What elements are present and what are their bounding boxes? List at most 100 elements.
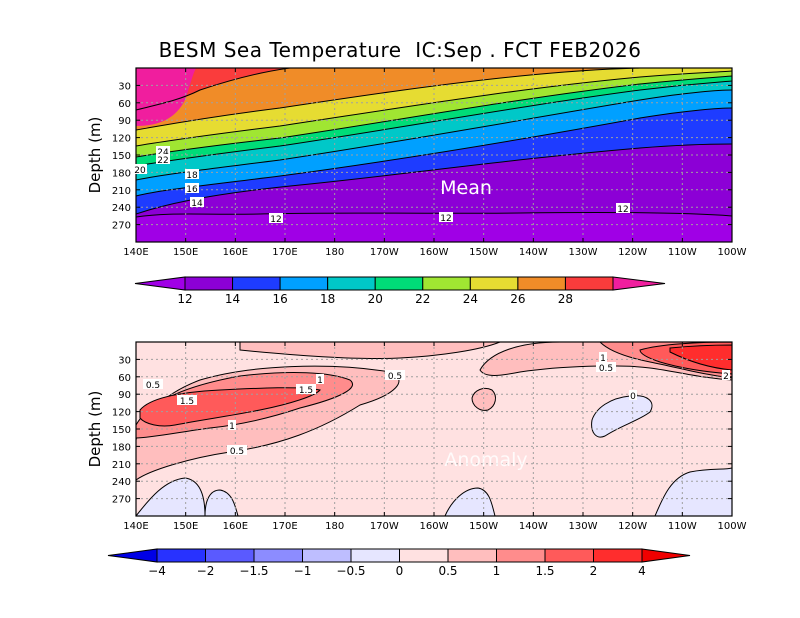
mean-contour-label: 18: [185, 169, 199, 181]
y-tick-label: 240: [112, 477, 131, 488]
mean-contour-6: [136, 68, 641, 131]
anomaly-band-9: [591, 395, 652, 438]
colorbar-cell: [496, 548, 546, 563]
x-tick-label: 170W: [370, 521, 399, 532]
x-tick-label: 160W: [420, 247, 449, 258]
y-tick-label: 90: [118, 390, 131, 401]
colorbar-label: 0.5: [438, 564, 457, 578]
y-tick-label: 150: [112, 425, 131, 436]
y-tick-label: 240: [112, 203, 131, 214]
y-tick-label: 60: [118, 99, 131, 110]
anomaly-contour-label-bg: [227, 445, 247, 455]
anomaly-contour-label-text: 1: [600, 354, 606, 364]
y-tick-label: 30: [118, 81, 131, 92]
anomaly-contour-label: 2: [722, 370, 730, 382]
colorbar-cell: [156, 548, 206, 563]
anomaly-contour-1: [136, 372, 353, 439]
colorbar-label: 4: [638, 564, 646, 578]
anomaly-contour-9: [591, 395, 653, 438]
mean-contour-12: [136, 211, 732, 218]
colorbar-label: −0.5: [336, 564, 365, 578]
colorbar-cell: [279, 276, 329, 291]
mean-contour-4: [136, 75, 732, 158]
panel-1-decor: 140E 150E 160E 170E 180 170W 160W 150W 140W 130W 1…: [86, 67, 747, 258]
x-tick-label: 120W: [618, 247, 647, 258]
y-tick-label: 90: [118, 116, 131, 127]
anomaly-contour-label-bg: [143, 379, 163, 389]
anomaly-contour-label-bg: [296, 384, 316, 394]
anomaly-band-10: [136, 478, 205, 516]
anomaly-contour-label-text: 1.5: [299, 386, 313, 396]
y-tick-label: 270: [112, 221, 131, 232]
mean-contour-label-text: 14: [191, 199, 203, 209]
mean-contour-label-text: 24: [157, 148, 169, 158]
colorbar-0: 12 14 16 18 20 22 24 26 28: [134, 276, 666, 306]
x-tick-label: 170W: [370, 247, 399, 258]
anomaly-contour-label-text: 1: [317, 376, 323, 386]
mean-contour-label-bg: [185, 169, 199, 179]
mean-contour-label-bg: [133, 164, 147, 174]
y-tick-label: 120: [112, 408, 131, 419]
colorbar-cell: [544, 548, 594, 563]
x-tick-label: 150E: [173, 247, 198, 258]
colorbar-label: 1.5: [535, 564, 554, 578]
colorbar-label: −4: [148, 564, 166, 578]
mean-contour-label-bg: [439, 212, 453, 222]
colorbar-cell: [422, 276, 471, 291]
anomaly-contour-label: 0.5: [385, 370, 405, 382]
colorbar-cell: [447, 548, 497, 563]
mean-contour-label: 16: [185, 183, 199, 195]
anomaly-contour-2: [139, 387, 321, 427]
mean-contour-label-text: 20: [134, 166, 146, 176]
x-tick-label: 180: [325, 521, 344, 532]
anomaly-band-12: [445, 488, 495, 516]
anomaly-contour-label-text: 0.5: [230, 447, 244, 457]
colorbar-label: 20: [368, 292, 383, 306]
colorbar-cell: [350, 548, 400, 563]
x-tick-label: 140E: [123, 521, 148, 532]
anomaly-contour-label-text: 1.5: [180, 397, 194, 407]
colorbar-label: −1: [294, 564, 312, 578]
anomaly-band-7: [670, 345, 732, 370]
colorbar-cell: [253, 548, 303, 563]
x-tick-label: 150W: [469, 521, 498, 532]
y-tick-label: 120: [112, 134, 131, 145]
y-tick-label: 210: [112, 186, 131, 197]
colorbar-cell: [302, 548, 352, 563]
mean-contour-label-bg: [616, 203, 630, 213]
anomaly-contour-3: [239, 342, 501, 360]
x-tick-label: 110W: [668, 521, 697, 532]
colorbar-cell: [205, 548, 255, 563]
colorbar-label: 12: [177, 292, 192, 306]
x-tick-label: 170E: [272, 521, 297, 532]
mean-panel-label: Mean: [440, 177, 492, 199]
colorbar-upper-arrow: [641, 548, 691, 563]
colorbar-label: 2: [590, 564, 598, 578]
x-tick-label: 150E: [173, 521, 198, 532]
anomaly-contour-label-text: 1: [229, 422, 235, 432]
colorbar-label: 22: [415, 292, 430, 306]
panel-frame: [135, 341, 733, 517]
colorbar-label: 14: [225, 292, 240, 306]
anomaly-contour-label-text: 0: [630, 392, 636, 402]
colorbar-cell: [469, 276, 519, 291]
x-tick-label: 180: [325, 247, 344, 258]
colorbar-cell: [593, 548, 643, 563]
mean-band-7: [136, 68, 640, 130]
colorbar-label: −2: [197, 564, 215, 578]
x-tick-label: 110W: [668, 247, 697, 258]
anomaly-contour-6: [639, 342, 732, 375]
mean-contour-label: 12: [439, 212, 453, 224]
anomaly-contour-label-bg: [596, 362, 616, 372]
anomaly-contour-label-text: 0.5: [146, 381, 160, 391]
mean-contour-label-text: 12: [617, 205, 628, 215]
colorbar-cell: [232, 276, 281, 291]
anomaly-contour-label-text: 0.5: [599, 364, 613, 374]
mean-contour-label-bg: [190, 197, 204, 207]
x-tick-label: 170E: [272, 247, 297, 258]
anomaly-contour-label-bg: [722, 370, 730, 380]
anomaly-contour-label-bg: [629, 390, 637, 400]
anomaly-contour-label-text: 0.5: [388, 372, 402, 382]
